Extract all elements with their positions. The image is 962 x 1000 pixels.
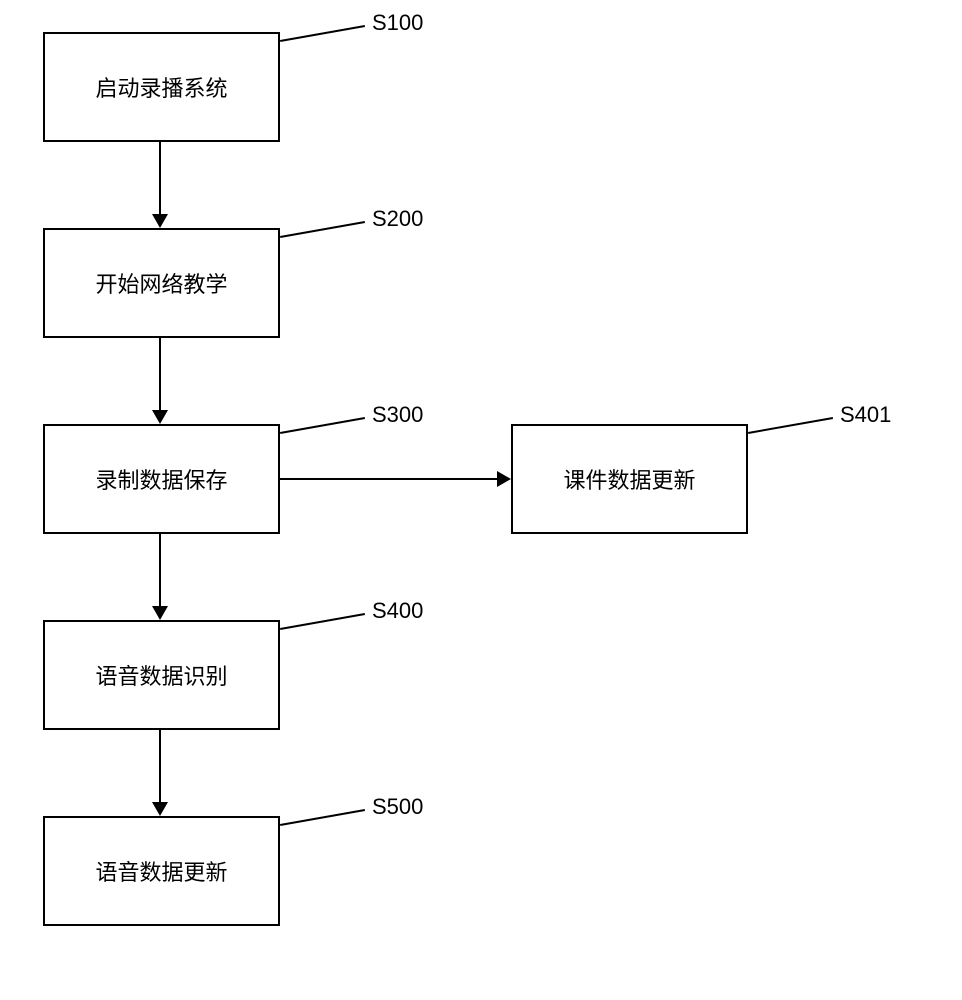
step-label: S500 <box>372 794 423 820</box>
step-label: S400 <box>372 598 423 624</box>
callout-line <box>280 417 365 434</box>
flowchart-node: 语音数据更新 <box>43 816 280 926</box>
flowchart-node: 启动录播系统 <box>43 32 280 142</box>
flowchart-node: 录制数据保存 <box>43 424 280 534</box>
arrow-head-icon <box>152 802 168 816</box>
callout-line <box>748 417 833 434</box>
node-label: 语音数据识别 <box>95 659 227 691</box>
step-label: S200 <box>372 206 423 232</box>
flowchart-node: 开始网络教学 <box>43 228 280 338</box>
step-label: S300 <box>372 402 423 428</box>
step-label: S401 <box>840 402 891 428</box>
flowchart-node: 课件数据更新 <box>511 424 748 534</box>
node-label: 启动录播系统 <box>95 71 227 103</box>
callout-line <box>280 221 365 238</box>
step-label: S100 <box>372 10 423 36</box>
arrow-head-icon <box>497 471 511 487</box>
edge-line <box>159 142 161 216</box>
node-label: 语音数据更新 <box>95 855 227 887</box>
arrow-head-icon <box>152 410 168 424</box>
node-label: 开始网络教学 <box>95 267 227 299</box>
flowchart-node: 语音数据识别 <box>43 620 280 730</box>
edge-line <box>159 338 161 412</box>
edge-line <box>159 534 161 608</box>
arrow-head-icon <box>152 606 168 620</box>
callout-line <box>280 25 365 42</box>
node-label: 课件数据更新 <box>563 463 695 495</box>
callout-line <box>280 809 365 826</box>
edge-line <box>159 730 161 804</box>
callout-line <box>280 613 365 630</box>
edge-line <box>280 478 499 480</box>
node-label: 录制数据保存 <box>95 463 227 495</box>
arrow-head-icon <box>152 214 168 228</box>
